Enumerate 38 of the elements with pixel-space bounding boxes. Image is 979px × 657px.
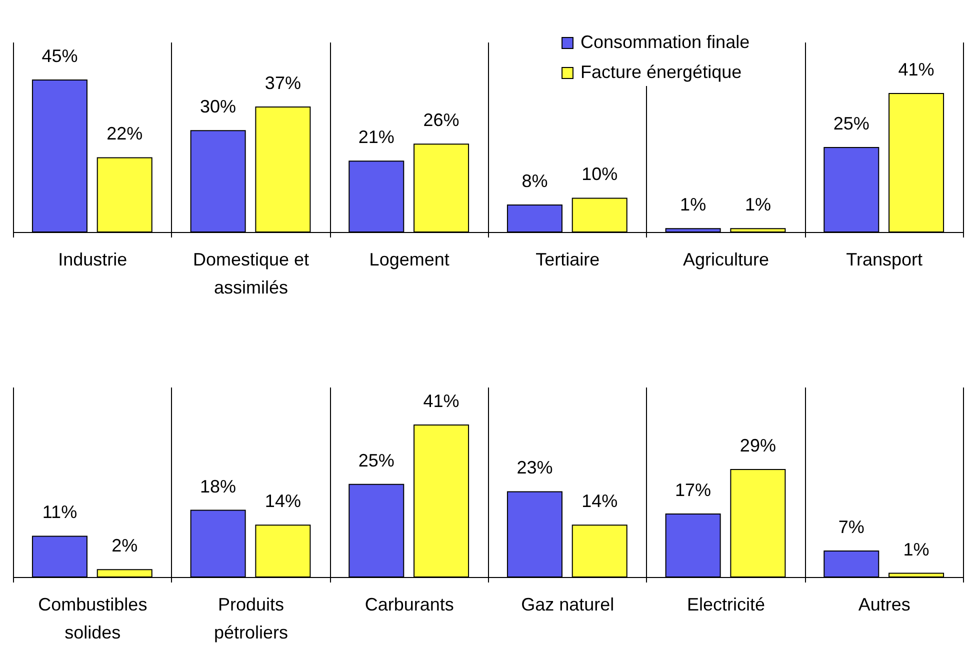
legend-label: Consommation finale xyxy=(580,32,750,52)
x-tick-label: Tertiaire xyxy=(536,250,600,270)
x-tick-label: Industrie xyxy=(58,250,128,270)
x-tick-label: Electricité xyxy=(686,594,766,614)
data-label: 21% xyxy=(358,127,394,148)
data-label: 8% xyxy=(522,170,548,191)
data-label: 41% xyxy=(423,391,460,411)
data-label: 1% xyxy=(680,194,706,215)
data-label: 7% xyxy=(838,517,864,538)
data-label: 25% xyxy=(833,114,870,134)
data-label: 30% xyxy=(200,96,236,117)
data-label: 23% xyxy=(516,458,553,478)
data-label: 2% xyxy=(112,536,138,556)
legend-label: Facture énergétique xyxy=(580,62,742,82)
data-label: 29% xyxy=(740,435,776,456)
x-tick-label: Carburants xyxy=(364,594,454,614)
data-label: 45% xyxy=(42,46,78,66)
x-tick-label: Agriculture xyxy=(682,250,770,270)
data-label: 22% xyxy=(106,124,143,144)
x-tick-label: Transport xyxy=(846,250,923,270)
x-tick-label: Autres xyxy=(858,594,910,614)
data-label: 26% xyxy=(423,110,460,130)
x-tick-label: Combustibles solides xyxy=(38,594,148,642)
data-label: 11% xyxy=(42,502,78,522)
data-label: 10% xyxy=(582,164,618,184)
x-tick-label: Domestique et assimilés xyxy=(192,250,310,298)
x-tick-label: Gaz naturel xyxy=(521,594,614,614)
x-tick-label: Logement xyxy=(369,250,450,270)
data-label: 1% xyxy=(903,539,930,560)
data-label: 37% xyxy=(264,73,301,94)
x-tick-label: Produits pétroliers xyxy=(214,594,288,642)
data-label: 18% xyxy=(200,476,236,496)
data-label: 1% xyxy=(744,194,771,215)
data-label: 25% xyxy=(358,450,394,470)
data-label: 14% xyxy=(264,491,301,512)
data-label: 17% xyxy=(675,480,712,500)
data-label: 41% xyxy=(898,60,934,80)
data-label: 14% xyxy=(582,491,618,512)
